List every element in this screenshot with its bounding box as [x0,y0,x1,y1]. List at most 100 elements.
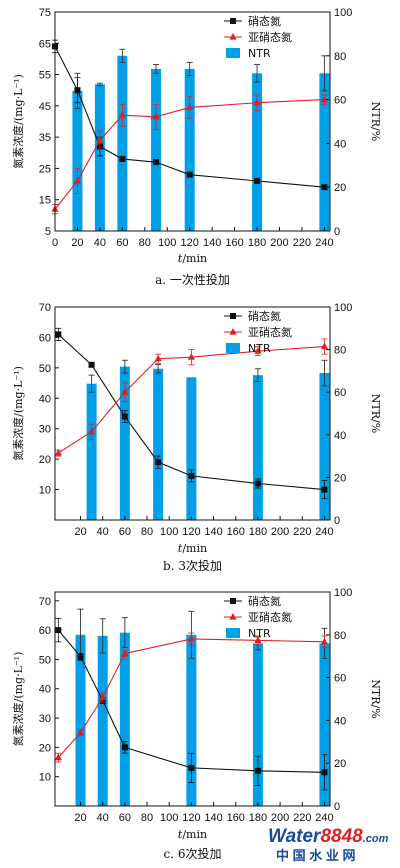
x-tick-label: 200 [271,812,289,824]
legend-swatch-ntr [226,628,240,638]
x-axis-unit: /min [182,828,207,841]
nitrite-point [187,353,195,360]
ntr-bar [184,68,195,231]
ntr-bar [72,90,83,231]
x-tick-label: 20 [71,237,83,249]
y2-axis-label: NTR/% [369,679,382,718]
watermark-subtitle: 中 国 水 业 网 [276,848,355,863]
nitrate-point [321,486,328,493]
x-axis-label: t/min [178,542,207,555]
nitrite-point [99,693,107,701]
y2-tick-label: 20 [334,182,346,194]
legend-label: NTR [248,47,271,60]
x-tick-label: 40 [97,526,109,538]
nitrite-point [54,449,62,456]
y-tick-label: 15 [39,195,51,207]
x-tick-label: 180 [249,812,267,824]
nitrite-point [96,136,104,143]
legend-marker-nitrite [229,613,237,620]
x-axis-variable: t [178,252,183,265]
y-tick-label: 65 [39,38,51,50]
x-tick-label: 220 [293,237,311,249]
y-tick-label: 50 [39,363,51,375]
nitrate-point [321,184,328,191]
y-axis-label: 氮素浓度/(mg·L⁻¹) [11,74,25,169]
legend-marker-nitrate [230,18,236,24]
x-tick-label: 220 [293,812,311,824]
nitrate-series-line [54,46,325,188]
y2-tick-label: 80 [334,51,346,63]
nitrate-point [88,361,95,368]
y-tick-label: 5 [45,226,51,238]
ntr-bar [252,73,263,231]
x-tick-label: 140 [204,526,222,538]
x-tick-label: 240 [315,237,333,249]
ntr-bar [153,368,164,520]
plot-frame [54,591,331,807]
x-axis-label: t/min [178,252,207,265]
x-tick-label: 100 [158,237,176,249]
watermark-logo: Water8848.com 中 国 水 业 网 [268,826,389,863]
legend-label: 亚硝态氮 [248,325,292,339]
y2-tick-label: 60 [334,387,346,399]
nitrate-point [321,769,328,776]
ntr-bar [319,373,330,520]
nitrate-point [254,767,261,774]
nitrate-point [188,472,195,479]
y-axis-label: 氮素浓度/(mg·L⁻¹) [11,652,25,747]
y-tick-label: 10 [39,772,51,784]
nitrite-point [54,753,62,761]
x-tick-label: 60 [119,526,131,538]
x-tick-label: 80 [141,526,153,538]
y-tick-label: 55 [39,70,51,82]
y-tick-label: 75 [39,7,51,19]
ntr-bar [75,634,86,806]
y-tick-label: 40 [39,393,51,405]
x-tick-label: 120 [182,812,200,824]
x-tick-label: 200 [271,526,289,538]
legend-marker-nitrate [230,313,236,319]
nitrite-point [152,112,160,120]
y2-axis-label: NTR/% [369,102,382,141]
y-tick-label: 20 [39,742,51,754]
x-tick-label: 100 [160,526,178,538]
y2-tick-label: 80 [334,345,346,357]
x-tick-label: 60 [116,237,128,249]
watermark-brand-a: Water [268,826,322,847]
y-tick-label: 70 [39,302,51,314]
x-tick-label: 80 [141,812,153,824]
nitrite-point [320,342,329,350]
y2-tick-label: 100 [334,587,352,599]
x-tick-label: 180 [249,526,267,538]
legend-swatch-ntr [226,48,240,58]
y2-tick-label: 60 [334,95,346,107]
y2-tick-label: 40 [334,715,346,727]
nitrite-point [253,98,261,106]
nitrate-point [254,177,261,184]
ntr-bar [119,366,130,520]
legend-label: 亚硝态氮 [248,30,292,44]
y2-tick-label: 0 [334,515,340,527]
x-axis-unit: /min [182,252,207,265]
x-tick-label: 0 [52,237,58,249]
nitrate-point [119,156,126,163]
x-tick-label: 40 [97,812,109,824]
watermark-brand-c: .com [363,833,389,845]
y-tick-label: 30 [39,713,51,725]
nitrite-point [254,347,262,354]
y-tick-label: 70 [39,596,51,608]
x-tick-label: 80 [139,237,151,249]
y2-axis-label: NTR/% [369,394,382,433]
nitrite-point [121,649,129,657]
watermark-brand-b: 8848 [320,826,363,847]
y-tick-label: 25 [39,163,51,175]
nitrite-point [118,111,126,118]
nitrate-point [121,413,128,420]
legend-label: 亚硝态氮 [248,610,292,624]
nitrite-point [187,634,195,642]
x-tick-label: 240 [315,526,333,538]
y2-tick-label: 20 [334,472,346,484]
nitrite-point [154,354,162,362]
x-tick-label: 200 [270,237,288,249]
panel-caption: a. 一次性投加 [155,272,230,287]
